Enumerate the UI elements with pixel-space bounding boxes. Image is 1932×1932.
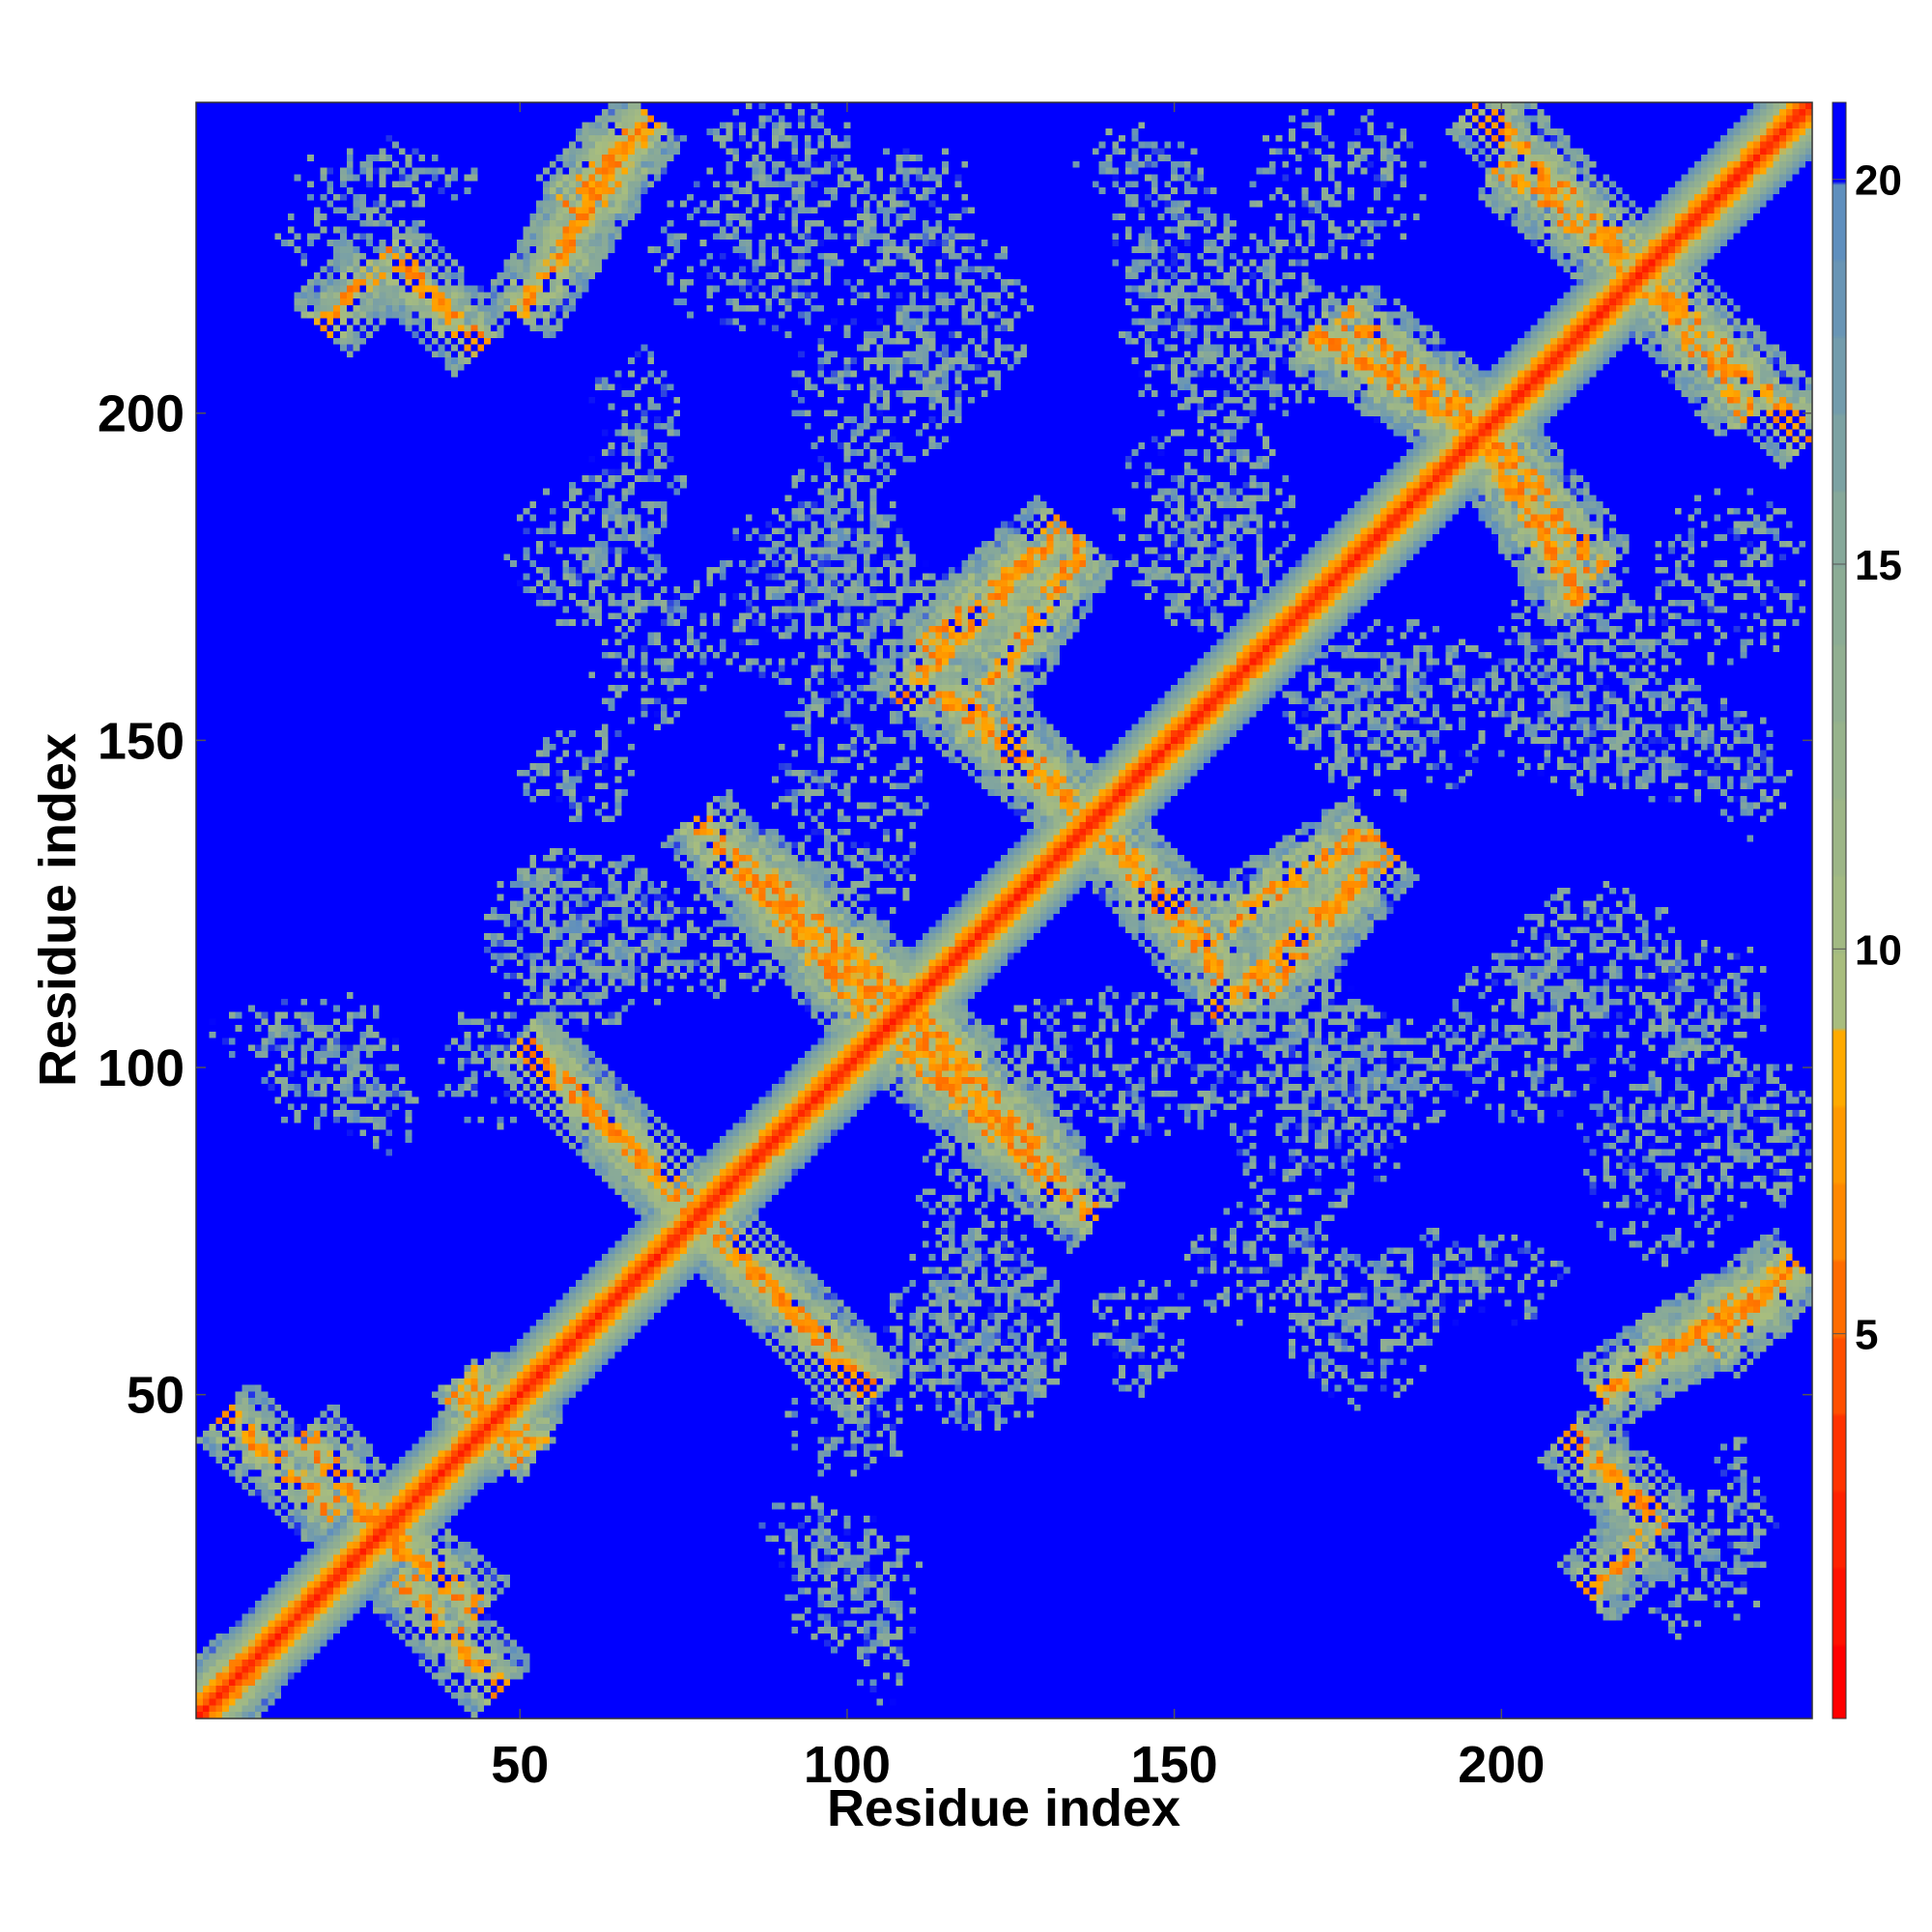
colorbar-frame	[1832, 101, 1847, 1719]
x-tick-label: 50	[491, 1736, 549, 1794]
colorbar-tick-label: 5	[1855, 1312, 1878, 1359]
colorbar-tick-label: 10	[1855, 926, 1902, 974]
x-axis-label: Residue index	[827, 1779, 1180, 1837]
colorbar-tick-label: 20	[1855, 157, 1902, 205]
plot-frame	[195, 101, 1813, 1719]
heatmap-plot-area	[196, 102, 1812, 1719]
x-tick-label: 200	[1458, 1736, 1545, 1794]
y-tick-label: 100	[98, 1039, 185, 1097]
x-tick-label: 100	[804, 1736, 891, 1794]
y-tick-label: 200	[98, 385, 185, 443]
x-tick-label: 150	[1131, 1736, 1218, 1794]
colorbar-ticks: 5 10 15 20	[1833, 157, 1902, 1359]
y-axis-label: Residue index	[29, 733, 87, 1087]
colorbar-tick-label: 15	[1855, 542, 1902, 589]
y-tick-label: 150	[98, 712, 185, 770]
y-tick-label: 50	[127, 1367, 185, 1425]
colorbar	[1833, 102, 1846, 1719]
x-axis-ticks: 50 100 150 200	[491, 102, 1545, 1794]
y-axis-ticks: 50 100 150 200	[98, 385, 1812, 1425]
